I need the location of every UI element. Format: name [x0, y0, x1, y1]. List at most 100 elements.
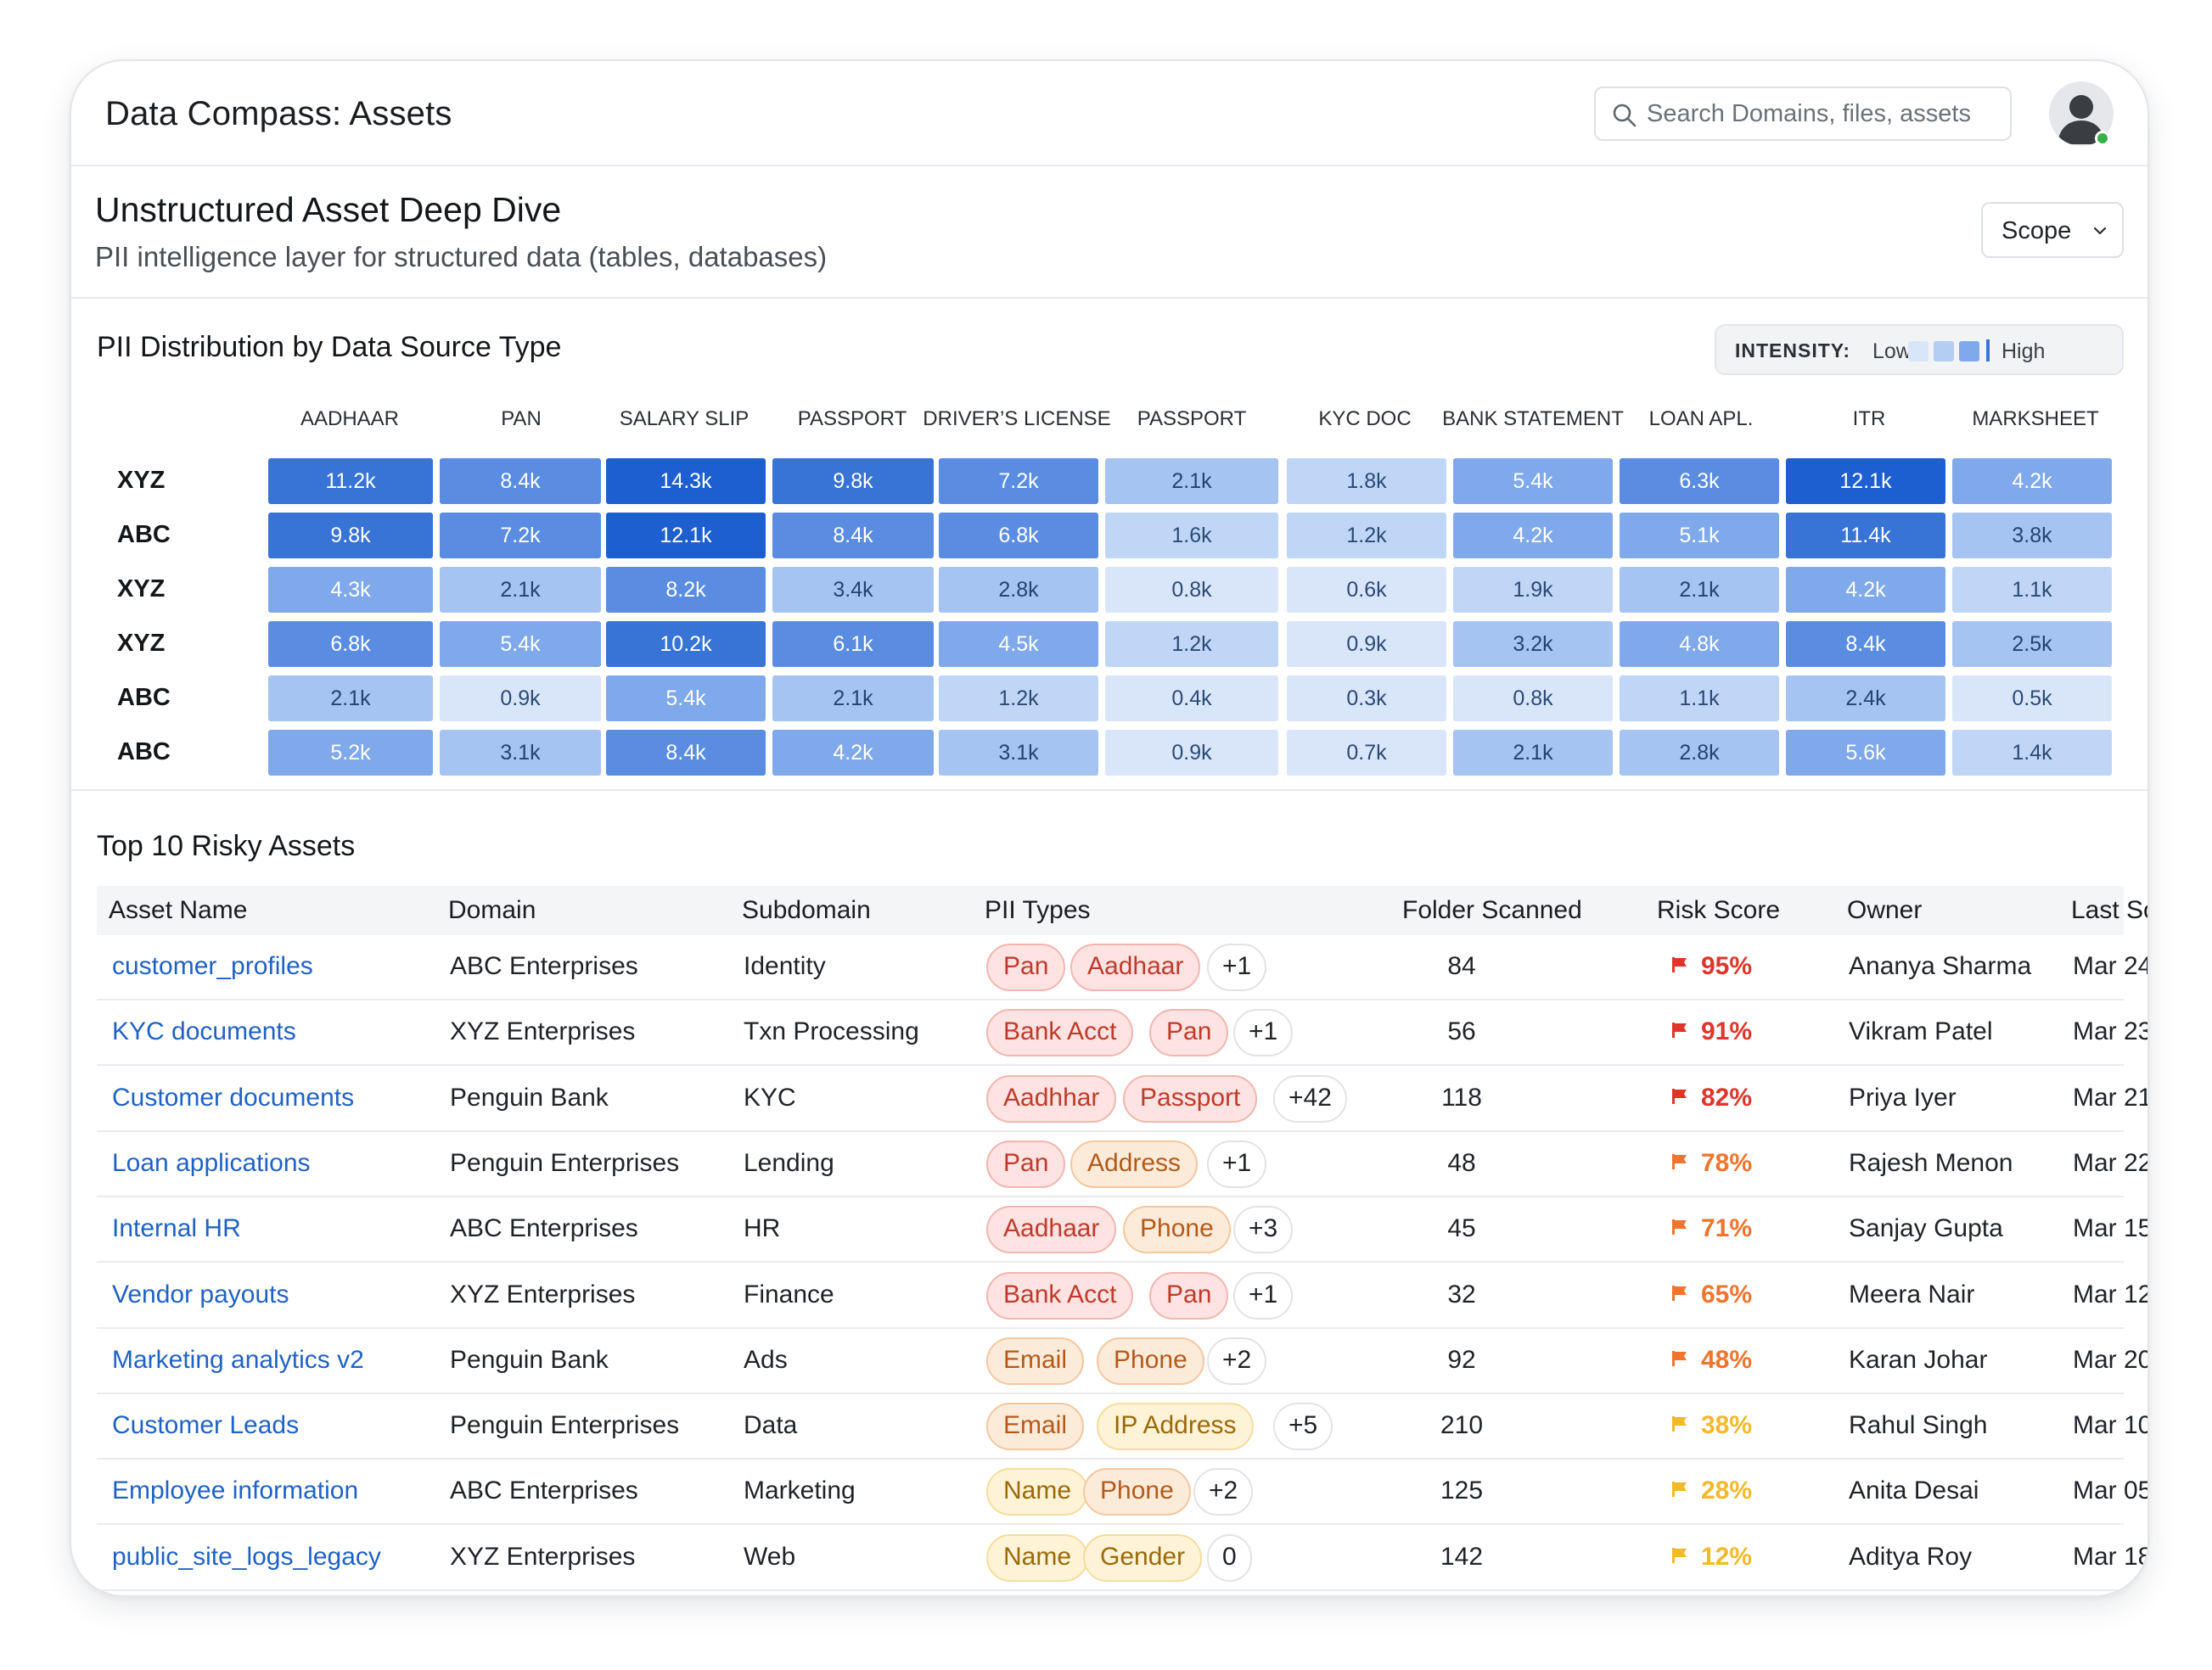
pii-more-badge[interactable]: +3: [1233, 1206, 1294, 1254]
table-row[interactable]: Marketing analytics v2 Penguin Bank Ads Ema…: [97, 1329, 2147, 1394]
heatmap-cell[interactable]: 9.8k: [268, 513, 433, 558]
table-row[interactable]: Customer Leads Penguin Enterprises Data Ema…: [97, 1394, 2147, 1460]
asset-name-link[interactable]: KYC documents: [112, 1017, 296, 1046]
pii-more-badge[interactable]: +1: [1233, 1271, 1294, 1320]
heatmap-cell[interactable]: 8.4k: [1786, 621, 1945, 667]
th-risk-score[interactable]: Risk Score: [1657, 896, 1781, 924]
table-row[interactable]: KYC documents XYZ Enterprises Txn Processi…: [97, 1000, 2147, 1067]
heatmap-cell[interactable]: 4.8k: [1620, 621, 1779, 667]
heatmap-cell[interactable]: 5.4k: [606, 675, 766, 721]
heatmap-cell[interactable]: 0.8k: [1453, 675, 1613, 721]
heatmap-cell[interactable]: 7.2k: [440, 513, 601, 558]
table-row[interactable]: Internal HR ABC Enterprises HR Aadhaar Phone…: [97, 1197, 2147, 1264]
heatmap-cell[interactable]: 8.4k: [606, 730, 766, 776]
asset-name-link[interactable]: public_site_logs_legacy: [112, 1542, 381, 1571]
heatmap-cell[interactable]: 2.8k: [1620, 730, 1779, 776]
search-input[interactable]: [1647, 93, 2003, 134]
heatmap-cell[interactable]: 6.8k: [939, 513, 1098, 558]
th-folder-scanned[interactable]: Folder Scanned: [1402, 896, 1582, 924]
th-asset-name[interactable]: Asset Name: [109, 896, 248, 924]
pii-more-badge[interactable]: +1: [1233, 1009, 1294, 1057]
scope-dropdown[interactable]: Scope: [1981, 202, 2124, 258]
heatmap-cell[interactable]: 2.1k: [1453, 730, 1613, 776]
search-box[interactable]: [1594, 87, 2012, 141]
heatmap-cell[interactable]: 8.2k: [606, 567, 766, 613]
heatmap-cell[interactable]: 5.4k: [440, 621, 601, 667]
heatmap-cell[interactable]: 2.1k: [268, 675, 433, 721]
th-last-scan[interactable]: Last Scan: [2071, 896, 2147, 924]
heatmap-cell[interactable]: 5.4k: [1453, 458, 1613, 504]
heatmap-cell[interactable]: 2.1k: [1105, 458, 1278, 504]
asset-name-link[interactable]: Customer Leads: [112, 1411, 300, 1440]
heatmap-cell[interactable]: 3.2k: [1453, 621, 1613, 667]
heatmap-cell[interactable]: 1.2k: [939, 675, 1098, 721]
heatmap-cell[interactable]: 1.2k: [1105, 621, 1278, 667]
asset-name-link[interactable]: customer_profiles: [112, 952, 313, 980]
heatmap-cell[interactable]: 5.1k: [1620, 513, 1779, 558]
th-owner[interactable]: Owner: [1847, 896, 1923, 924]
th-domain[interactable]: Domain: [448, 896, 536, 924]
asset-name-link[interactable]: Employee information: [112, 1477, 359, 1505]
heatmap-cell[interactable]: 4.2k: [772, 730, 934, 776]
heatmap-cell[interactable]: 12.1k: [606, 513, 766, 558]
heatmap-cell[interactable]: 2.8k: [939, 567, 1098, 613]
heatmap-cell[interactable]: 5.2k: [268, 730, 433, 776]
heatmap-cell[interactable]: 2.4k: [1786, 675, 1945, 721]
heatmap-cell[interactable]: 8.4k: [440, 458, 601, 504]
heatmap-cell[interactable]: 3.8k: [1952, 513, 2112, 558]
heatmap-cell[interactable]: 4.2k: [1453, 513, 1613, 558]
asset-name-link[interactable]: Vendor payouts: [112, 1280, 289, 1309]
pii-more-badge[interactable]: +2: [1207, 1337, 1267, 1385]
table-row[interactable]: Customer documents Penguin Bank KYC Aadhhar…: [97, 1067, 2147, 1132]
heatmap-cell[interactable]: 1.4k: [1952, 730, 2112, 776]
pii-more-badge[interactable]: +5: [1273, 1403, 1333, 1451]
heatmap-cell[interactable]: 0.7k: [1287, 730, 1446, 776]
heatmap-cell[interactable]: 4.2k: [1786, 567, 1945, 613]
heatmap-cell[interactable]: 0.9k: [1287, 621, 1446, 667]
heatmap-cell[interactable]: 1.2k: [1287, 513, 1446, 558]
heatmap-cell[interactable]: 11.4k: [1786, 513, 1945, 558]
heatmap-cell[interactable]: 10.2k: [606, 621, 766, 667]
table-row[interactable]: Vendor payouts XYZ Enterprises Finance Bank…: [97, 1264, 2147, 1329]
heatmap-cell[interactable]: 2.1k: [772, 675, 934, 721]
asset-name-link[interactable]: Loan applications: [112, 1148, 311, 1177]
heatmap-cell[interactable]: 2.1k: [440, 567, 601, 613]
heatmap-cell[interactable]: 0.9k: [1105, 730, 1278, 776]
heatmap-cell[interactable]: 4.5k: [939, 621, 1098, 667]
heatmap-cell[interactable]: 6.3k: [1620, 458, 1779, 504]
heatmap-cell[interactable]: 2.5k: [1952, 621, 2112, 667]
heatmap-cell[interactable]: 0.5k: [1952, 675, 2112, 721]
heatmap-cell[interactable]: 1.1k: [1620, 675, 1779, 721]
heatmap-cell[interactable]: 0.8k: [1105, 567, 1278, 613]
heatmap-cell[interactable]: 4.2k: [1952, 458, 2112, 504]
heatmap-cell[interactable]: 0.3k: [1287, 675, 1446, 721]
heatmap-cell[interactable]: 1.6k: [1105, 513, 1278, 558]
pii-more-badge[interactable]: +1: [1207, 1140, 1267, 1188]
heatmap-cell[interactable]: 7.2k: [939, 458, 1098, 504]
heatmap-cell[interactable]: 9.8k: [772, 458, 934, 504]
heatmap-cell[interactable]: 3.1k: [939, 730, 1098, 776]
asset-name-link[interactable]: Customer documents: [112, 1083, 355, 1112]
heatmap-cell[interactable]: 3.4k: [772, 567, 934, 613]
heatmap-cell[interactable]: 6.1k: [772, 621, 934, 667]
pii-more-badge[interactable]: +2: [1193, 1468, 1254, 1516]
heatmap-cell[interactable]: 6.8k: [268, 621, 433, 667]
heatmap-cell[interactable]: 12.1k: [1786, 458, 1945, 504]
th-pii-types[interactable]: PII Types: [985, 896, 1091, 924]
pii-more-badge[interactable]: 0: [1207, 1533, 1252, 1582]
table-row[interactable]: customer_profiles ABC Enterprises Identity…: [97, 935, 2147, 1000]
heatmap-cell[interactable]: 8.4k: [772, 513, 934, 558]
table-row[interactable]: Loan applications Penguin Enterprises Lend…: [97, 1132, 2147, 1197]
th-subdomain[interactable]: Subdomain: [742, 896, 871, 924]
heatmap-cell[interactable]: 5.6k: [1786, 730, 1945, 776]
heatmap-cell[interactable]: 0.4k: [1105, 675, 1278, 721]
asset-name-link[interactable]: Marketing analytics v2: [112, 1345, 364, 1374]
asset-name-link[interactable]: Internal HR: [112, 1214, 241, 1243]
heatmap-cell[interactable]: 1.8k: [1287, 458, 1446, 504]
heatmap-cell[interactable]: 0.9k: [440, 675, 601, 721]
heatmap-cell[interactable]: 1.9k: [1453, 567, 1613, 613]
table-row[interactable]: public_site_logs_legacy XYZ Enterprises We…: [97, 1526, 2147, 1591]
table-row[interactable]: Employee information ABC Enterprises Marke…: [97, 1460, 2147, 1526]
heatmap-cell[interactable]: 0.6k: [1287, 567, 1446, 613]
heatmap-cell[interactable]: 4.3k: [268, 567, 433, 613]
